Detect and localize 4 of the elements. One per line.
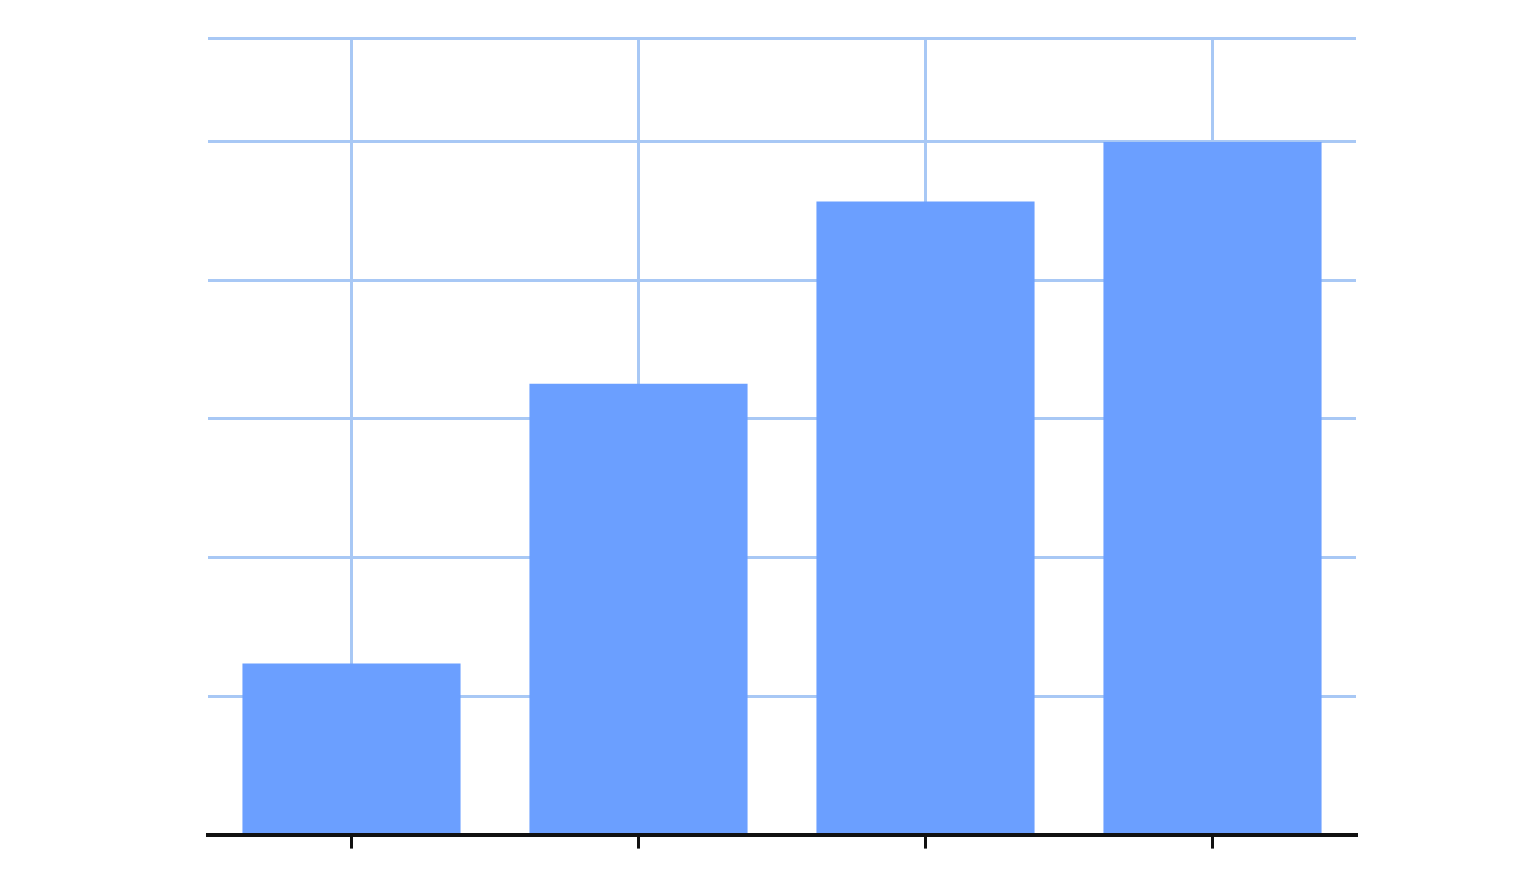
bar — [1103, 141, 1322, 834]
bar — [529, 383, 748, 834]
bar — [242, 663, 461, 834]
bar — [816, 201, 1035, 834]
